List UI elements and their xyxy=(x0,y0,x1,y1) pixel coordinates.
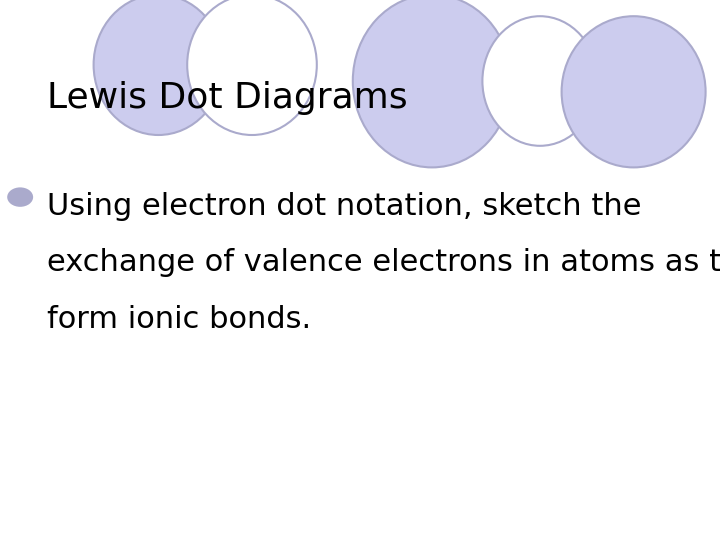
Text: Using electron dot notation, sketch the: Using electron dot notation, sketch the xyxy=(47,192,642,221)
Text: Lewis Dot Diagrams: Lewis Dot Diagrams xyxy=(47,81,408,115)
Ellipse shape xyxy=(562,16,706,167)
Text: exchange of valence electrons in atoms as they: exchange of valence electrons in atoms a… xyxy=(47,248,720,278)
Ellipse shape xyxy=(482,16,598,146)
Ellipse shape xyxy=(353,0,511,167)
Text: form ionic bonds.: form ionic bonds. xyxy=(47,305,311,334)
Circle shape xyxy=(7,187,33,207)
Ellipse shape xyxy=(94,0,223,135)
Ellipse shape xyxy=(187,0,317,135)
